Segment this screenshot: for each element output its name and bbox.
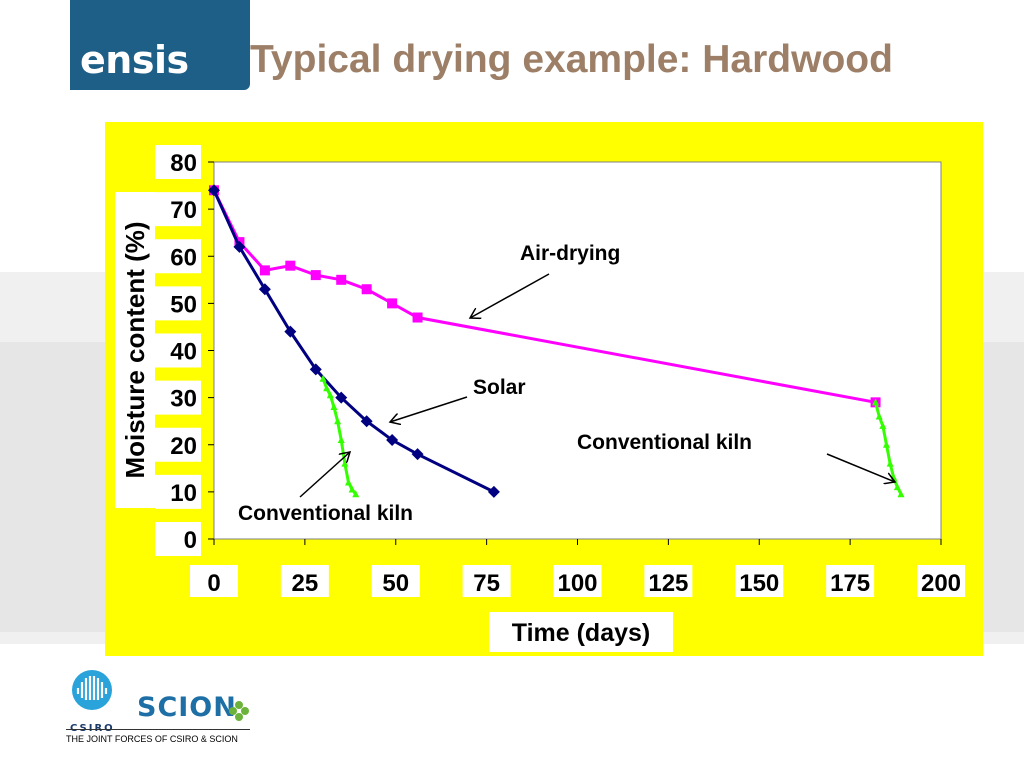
y-tick-label: 60 — [170, 244, 197, 271]
data-point-air_drying — [413, 313, 423, 323]
data-point-air_drying — [260, 265, 270, 275]
y-axis-label: Moisture content (%) — [120, 221, 150, 478]
page-title: Typical drying example: Hardwood — [250, 38, 893, 82]
annotation-label-air: Air-drying — [520, 242, 620, 265]
drying-chart: 0 25 50 75 100 125 150 175 200 0 10 20 30 40 50 60 70 80 T… — [105, 122, 983, 656]
y-tick-label: 0 — [184, 527, 197, 554]
scion-wordmark: SCION — [137, 692, 237, 723]
x-tick-label: 175 — [830, 570, 870, 597]
chart-panel: 0 25 50 75 100 125 150 175 200 0 10 20 30 40 50 60 70 80 T… — [105, 122, 983, 656]
scion-leaf-icon — [228, 700, 250, 722]
x-axis-label: Time (days) — [512, 619, 650, 647]
x-tick-label: 0 — [207, 570, 220, 597]
x-tick-label: 75 — [473, 570, 500, 597]
x-tick-label: 100 — [557, 570, 597, 597]
data-point-air_drying — [336, 275, 346, 285]
annotation-label-kiln_left: Conventional kiln — [238, 502, 413, 525]
data-point-air_drying — [285, 261, 295, 271]
data-point-air_drying — [387, 298, 397, 308]
y-tick-label: 70 — [170, 197, 197, 224]
x-tick-label: 50 — [382, 570, 409, 597]
plot-area — [214, 162, 941, 539]
y-tick-label: 30 — [170, 386, 197, 413]
y-tick-label: 40 — [170, 339, 197, 366]
data-point-air_drying — [362, 284, 372, 294]
ensis-logo: ensis — [70, 0, 250, 90]
y-tick-label: 50 — [170, 291, 197, 318]
csiro-logo-icon — [66, 668, 118, 724]
y-tick-label: 10 — [170, 480, 197, 507]
y-tick-label: 20 — [170, 433, 197, 460]
x-tick-label: 125 — [648, 570, 688, 597]
annotation-label-solar: Solar — [473, 376, 526, 399]
footer-rule — [66, 729, 250, 730]
y-tick-label: 80 — [170, 150, 197, 177]
data-point-air_drying — [311, 270, 321, 280]
x-tick-label: 150 — [739, 570, 779, 597]
footer-tagline: THE JOINT FORCES OF CSIRO & SCION — [66, 734, 238, 744]
annotation-label-kiln_right: Conventional kiln — [577, 431, 752, 454]
x-tick-label: 25 — [292, 570, 319, 597]
ensis-logo-text: ensis — [80, 38, 189, 82]
x-tick-label: 200 — [921, 570, 961, 597]
